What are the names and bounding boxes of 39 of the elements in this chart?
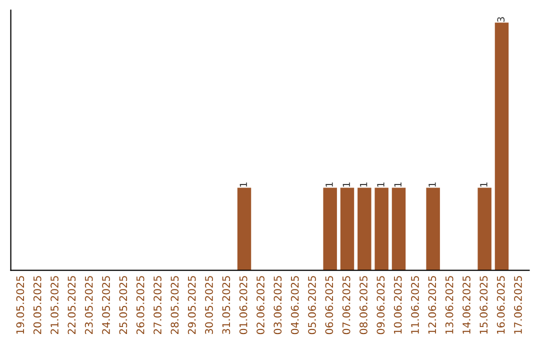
- data-label: 1: [394, 182, 402, 187]
- x-tick-label: 02.06.2025: [256, 276, 264, 334]
- x-tick-label: 20.05.2025: [33, 276, 42, 334]
- x-tick-label: 11.06.2025: [411, 276, 419, 334]
- x-tick-label: 13.06.2025: [445, 276, 454, 334]
- data-label: 3: [497, 17, 505, 22]
- x-tick-label: 12.06.2025: [428, 276, 436, 334]
- data-label: 1: [377, 182, 384, 187]
- x-tick-label: 27.05.2025: [154, 276, 162, 334]
- x-tick-label: 14.06.2025: [462, 276, 470, 334]
- x-tick-label: 25.05.2025: [119, 276, 128, 334]
- x-tick-label: 01.06.2025: [239, 276, 248, 334]
- x-tick-label: 06.06.2025: [325, 276, 334, 334]
- data-label: 1: [428, 182, 436, 187]
- data-label: 1: [326, 182, 333, 187]
- x-tick-label: 04.06.2025: [290, 276, 299, 334]
- x-tick-label: 17.06.2025: [514, 276, 522, 334]
- x-tick-label: 15.06.2025: [480, 276, 488, 334]
- x-tick-label: 03.06.2025: [274, 276, 282, 334]
- x-tick-label: 29.05.2025: [188, 276, 196, 334]
- x-tick-label: 07.06.2025: [342, 276, 350, 334]
- x-tick-label: 30.05.2025: [205, 276, 213, 334]
- x-tick-label: 28.05.2025: [170, 276, 179, 334]
- x-tick-label: 26.05.2025: [136, 276, 144, 334]
- x-tick-label: 19.05.2025: [16, 276, 24, 334]
- x-tick-label: 09.06.2025: [376, 276, 385, 334]
- x-tick-label: 16.06.2025: [496, 276, 505, 334]
- data-label: 1: [360, 182, 368, 187]
- data-label: 1: [342, 182, 350, 187]
- x-tick-label: 24.05.2025: [102, 276, 110, 334]
- x-tick-label: 31.05.2025: [222, 276, 230, 334]
- x-tick-label: 22.05.2025: [68, 276, 76, 334]
- x-tick-label: 21.05.2025: [50, 276, 58, 334]
- x-tick-label: 23.05.2025: [84, 276, 93, 334]
- x-tick-label: 10.06.2025: [394, 276, 402, 334]
- data-label: 1: [240, 182, 247, 187]
- x-tick-label: 05.06.2025: [308, 276, 316, 334]
- x-tick-label: 08.06.2025: [360, 276, 368, 334]
- data-label: 1: [480, 182, 488, 187]
